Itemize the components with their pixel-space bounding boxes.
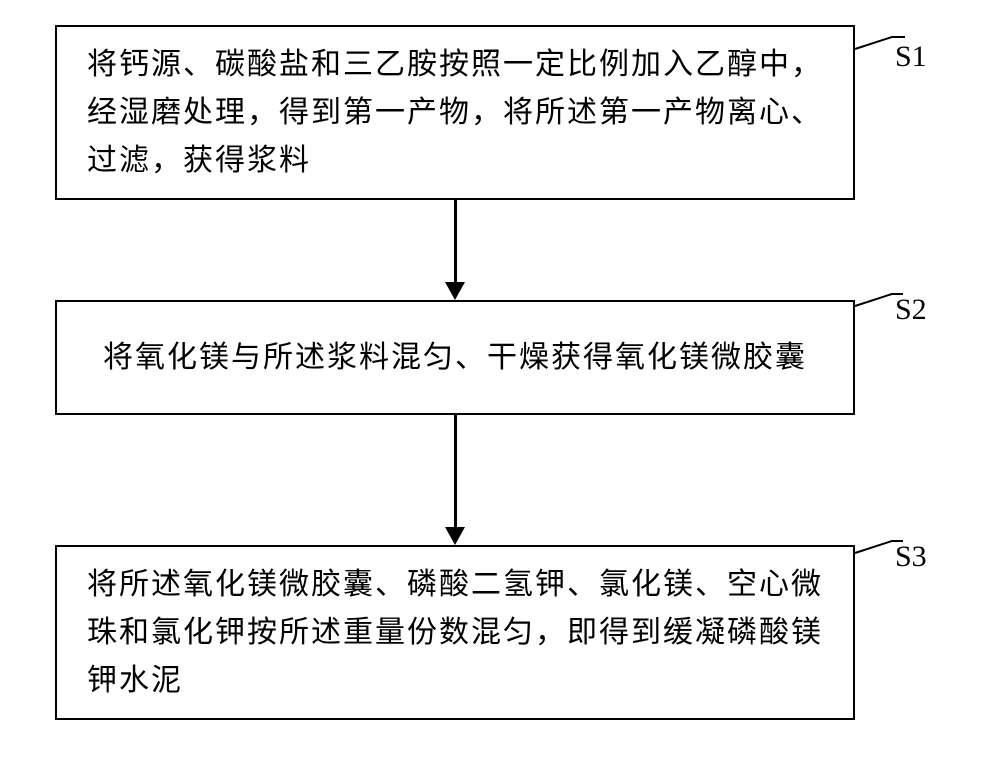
- lead-s2-diag: [855, 293, 892, 307]
- lead-s1-h: [893, 36, 905, 38]
- lead-s3-diag: [855, 540, 892, 554]
- flow-box-s2: 将氧化镁与所述浆料混匀、干燥获得氧化镁微胶囊: [55, 300, 855, 415]
- arrow-2-head: [445, 527, 465, 545]
- lead-s1-diag: [855, 36, 894, 50]
- arrow-1-line: [454, 200, 457, 282]
- label-s1: S1: [895, 40, 927, 74]
- flow-box-s3: 将所述氧化镁微胶囊、磷酸二氢钾、氯化镁、空心微珠和氯化钾按所述重量份数混匀，即得…: [55, 545, 855, 720]
- arrow-2-line: [454, 415, 457, 527]
- flow-box-s3-text: 将所述氧化镁微胶囊、磷酸二氢钾、氯化镁、空心微珠和氯化钾按所述重量份数混匀，即得…: [87, 561, 823, 705]
- flow-box-s2-text: 将氧化镁与所述浆料混匀、干燥获得氧化镁微胶囊: [103, 334, 807, 382]
- flow-box-s1: 将钙源、碳酸盐和三乙胺按照一定比例加入乙醇中，经湿磨处理，得到第一产物，将所述第…: [55, 25, 855, 200]
- flow-box-s1-text: 将钙源、碳酸盐和三乙胺按照一定比例加入乙醇中，经湿磨处理，得到第一产物，将所述第…: [87, 41, 823, 185]
- label-s3: S3: [895, 540, 927, 574]
- label-s2: S2: [895, 293, 927, 327]
- arrow-1-head: [445, 282, 465, 300]
